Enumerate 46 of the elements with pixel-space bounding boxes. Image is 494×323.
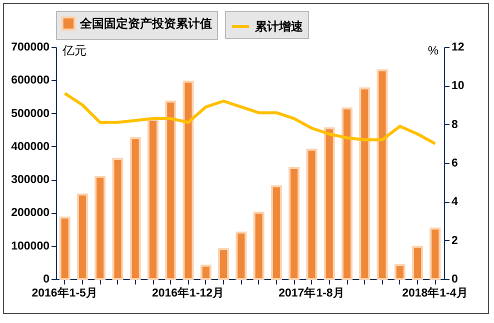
y-tick-label: 400000 [11,140,50,153]
bar [376,69,388,280]
line-series [63,92,437,146]
bar [94,176,106,280]
bar [359,87,370,280]
bar [430,228,441,280]
y-tick-label: 0 [43,274,50,286]
y-axis-title: 亿元 [62,44,86,58]
bar [324,127,335,280]
bar [182,80,194,280]
bar [165,100,176,280]
x-tick-label: 2018年1-4月 [402,286,468,300]
bar [112,158,124,280]
bar [130,137,141,280]
bar [288,166,300,280]
legend-label: 全国固定资产投资累计值 [79,16,212,30]
x-tick-label: 2017年1-8月 [278,286,345,300]
y-tick-label: 600000 [11,74,50,87]
bar [270,185,282,280]
legend-label: 累计增速 [254,20,304,34]
x-tick-label: 2016年1-12月 [152,286,225,300]
y2-tick-label: 6 [452,158,458,170]
y2-tick-label: 2 [452,234,458,247]
bar [306,148,318,280]
y-tick-label: 700000 [11,42,50,54]
bar [394,264,406,280]
y-tick-label: 500000 [11,108,50,120]
y-tick-label: 100000 [11,240,50,252]
y2-axis-title: % [428,44,439,58]
bar [342,107,352,280]
bar [200,264,212,280]
y2-tick-label: 0 [452,274,458,286]
bar [253,212,264,280]
y2-tick-label: 4 [452,196,458,208]
y-tick-label: 300000 [11,174,50,186]
bar [218,248,230,280]
bar [236,232,247,280]
y2-tick-label: 10 [452,80,464,92]
bar [148,118,158,280]
bar [59,216,70,280]
bar [412,246,424,280]
y2-tick-label: 8 [452,118,458,131]
y-tick-label: 200000 [11,207,50,220]
x-tick-label: 2016年1-5月 [32,286,98,300]
y2-tick-label: 12 [452,42,464,54]
bar [76,193,88,280]
